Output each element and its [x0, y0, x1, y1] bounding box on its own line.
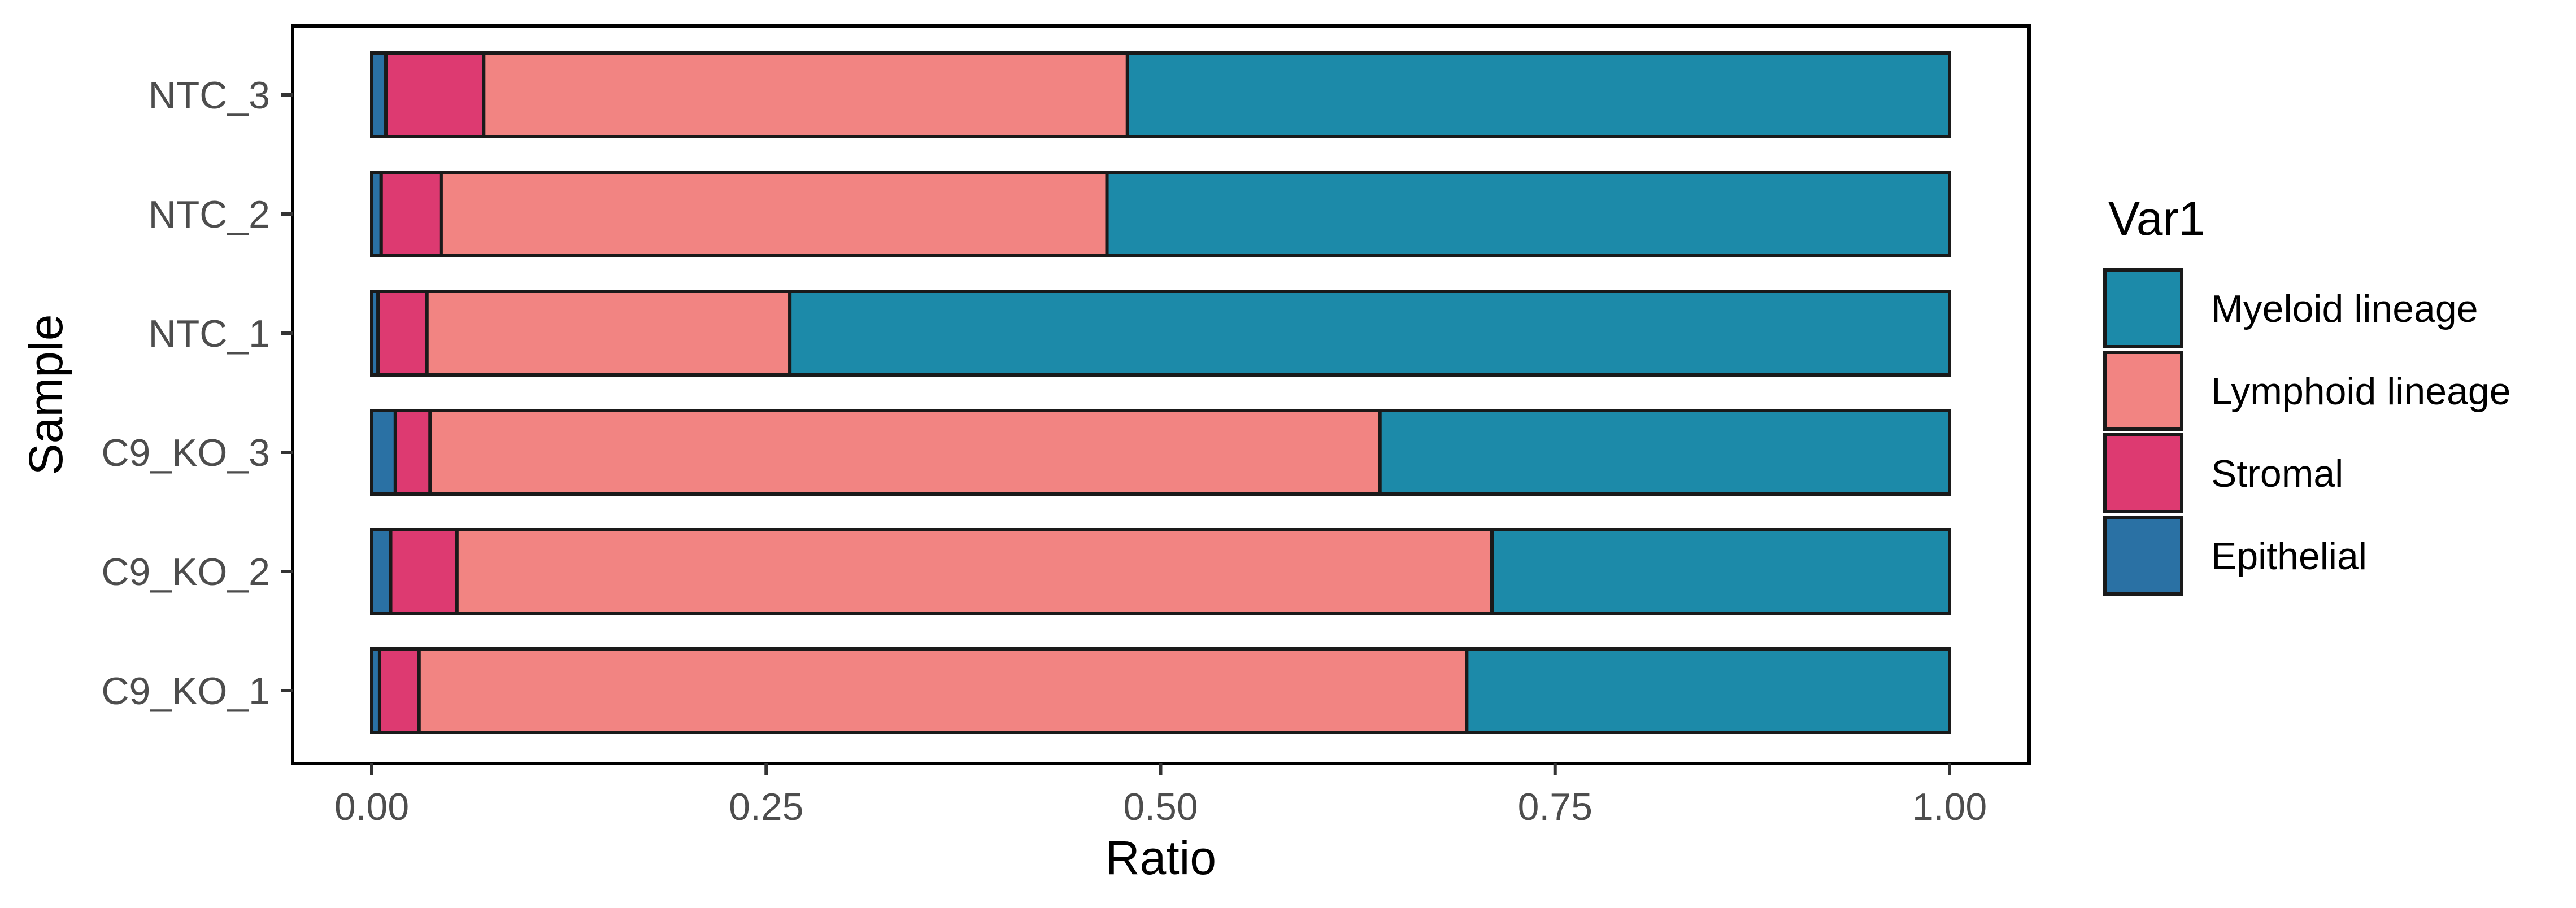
- legend-key-lymphoid-lineage: [2103, 351, 2183, 431]
- x-tick-label: 0.25: [729, 785, 803, 828]
- bar-C9_KO_3-myeloid-lineage: [1378, 409, 1952, 496]
- y-tick-label: C9_KO_3: [101, 431, 270, 474]
- bar-C9_KO_1-stromal: [377, 647, 421, 734]
- bar-NTC_3-stromal: [384, 51, 486, 138]
- legend-label: Epithelial: [2211, 535, 2367, 578]
- bar-C9_KO_2-myeloid-lineage: [1490, 528, 1951, 615]
- bar-NTC_1-myeloid-lineage: [788, 290, 1951, 377]
- bar-C9_KO_1-myeloid-lineage: [1465, 647, 1952, 734]
- x-tick-label: 0.00: [334, 785, 409, 828]
- bar-C9_KO_2-stromal: [389, 528, 459, 615]
- legend-key-myeloid-lineage: [2103, 268, 2183, 348]
- plot-panel: [291, 24, 2031, 765]
- y-tick-label: NTC_3: [149, 74, 270, 117]
- x-tick-label: 1.00: [1912, 785, 1987, 828]
- bar-C9_KO_3-stromal: [393, 409, 432, 496]
- legend-label: Lymphoid lineage: [2211, 370, 2511, 413]
- bar-C9_KO_1-lymphoid-lineage: [417, 647, 1469, 734]
- bar-NTC_1-stromal: [376, 290, 429, 377]
- bar-NTC_3-lymphoid-lineage: [482, 51, 1129, 138]
- x-tick-label: 0.50: [1123, 785, 1198, 828]
- legend-title: Var1: [2108, 192, 2205, 245]
- x-tick-label: 0.75: [1518, 785, 1592, 828]
- bar-NTC_3-myeloid-lineage: [1125, 51, 1951, 138]
- legend-key-stromal: [2103, 433, 2183, 513]
- y-tick-label: NTC_1: [149, 312, 270, 355]
- x-axis: 0.00 0.25 0.50 0.75 1.00: [334, 763, 1987, 828]
- x-axis-title: Ratio: [1106, 831, 1216, 884]
- bar-C9_KO_2-lymphoid-lineage: [455, 528, 1494, 615]
- legend: Var1 Myeloid lineage Lymphoid lineage Stro…: [2103, 192, 2511, 596]
- legend-label: Stromal: [2211, 452, 2343, 495]
- bars-layer: [370, 51, 1952, 734]
- y-tick-label: NTC_2: [149, 193, 270, 236]
- legend-label: Myeloid lineage: [2211, 287, 2478, 330]
- y-tick-label: C9_KO_1: [101, 670, 270, 713]
- bar-NTC_2-myeloid-lineage: [1105, 171, 1951, 257]
- bar-NTC_3-epithelial: [370, 51, 388, 138]
- bar-NTC_2-lymphoid-lineage: [439, 171, 1109, 257]
- bar-C9_KO_2-epithelial: [370, 528, 393, 615]
- bar-NTC_2-stromal: [379, 171, 443, 257]
- y-tick-label: C9_KO_2: [101, 551, 270, 593]
- bar-C9_KO_3-lymphoid-lineage: [428, 409, 1382, 496]
- y-axis-title: Sample: [19, 315, 72, 475]
- bar-C9_KO_3-epithelial: [370, 409, 397, 496]
- y-axis: C9_KO_1 C9_KO_2 C9_KO_3 NTC_1 NTC_2 NTC_3: [101, 74, 293, 713]
- bar-NTC_1-lymphoid-lineage: [425, 290, 792, 377]
- legend-key-epithelial: [2103, 516, 2183, 596]
